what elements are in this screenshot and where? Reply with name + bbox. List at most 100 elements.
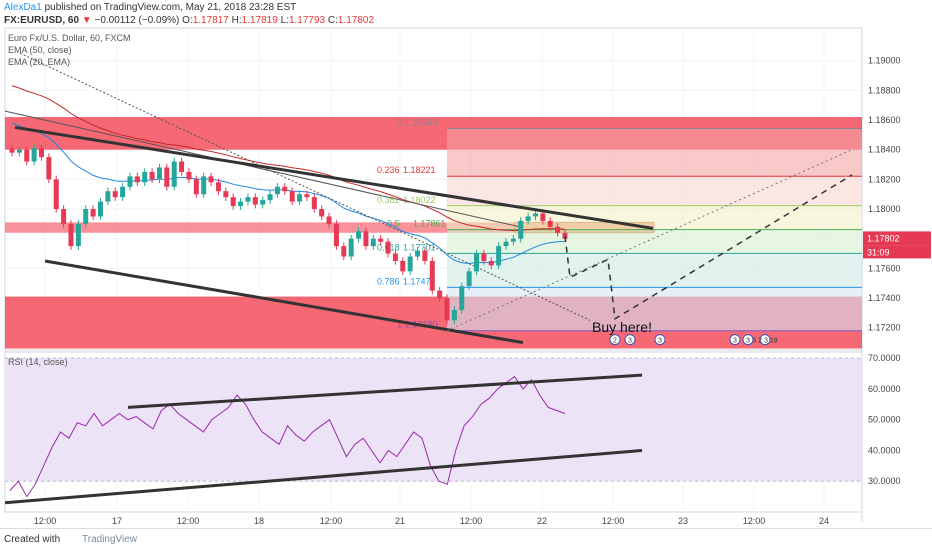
price-tick-label: 1.18200 <box>868 174 901 184</box>
price-tick-label: 1.18600 <box>868 115 901 125</box>
time-tick-label: 12:00 <box>602 516 625 526</box>
legend-title: Euro Fx/U.S. Dollar, 60, FXCM <box>8 33 131 43</box>
current-price-tag <box>863 231 931 246</box>
tradingview-logo[interactable]: TradingView <box>82 534 138 545</box>
price-tick-label: 1.17600 <box>868 263 901 273</box>
candle-body <box>415 250 421 257</box>
rsi-band <box>5 358 862 482</box>
candle-body <box>333 223 339 247</box>
upper-channel-line <box>14 125 654 230</box>
event-marker <box>742 334 754 346</box>
chart-header: AlexDa1 published on TradingView.com, Ma… <box>0 0 932 28</box>
footer: Created with TradingView <box>0 528 932 550</box>
time-tick-label: 12:00 <box>177 516 200 526</box>
candle-body <box>363 231 369 247</box>
candle-body <box>392 253 398 261</box>
candle-body <box>348 238 354 257</box>
candle-body <box>555 226 561 233</box>
price-tick-label: 1.18000 <box>868 204 901 214</box>
candle-body <box>83 209 89 224</box>
candle-body <box>274 186 280 195</box>
legend-ema50: EMA (50, close) <box>8 45 72 55</box>
candle-body <box>474 253 480 272</box>
candle-body <box>142 171 148 183</box>
open-value: 1.17817 <box>192 15 229 26</box>
event-marker-label: 3 <box>658 338 662 345</box>
fib-band <box>447 229 862 254</box>
mid-zone <box>5 222 655 233</box>
time-tick-label: 12:00 <box>34 516 57 526</box>
candle-body <box>75 223 81 247</box>
fib-level-number: 0.786 <box>377 276 400 286</box>
fib-level-price: 1.17472 <box>403 276 436 286</box>
rsi-line <box>9 375 566 498</box>
candle-body <box>171 161 177 187</box>
fib-diagonal <box>446 149 853 332</box>
price-tick-label: 1.19000 <box>868 56 901 66</box>
buy-here-annotation: Buy here! <box>592 319 652 335</box>
candle-body <box>260 200 266 205</box>
candle-body <box>31 148 37 162</box>
fib-level-number: 0.382 <box>377 195 400 205</box>
candle-body <box>488 260 494 266</box>
change-value: −0.00112 (−0.09%) <box>94 15 180 26</box>
price-tick-label: 1.17200 <box>868 323 901 333</box>
symbol-label: FX:EURUSD, 60 <box>4 15 80 26</box>
candle-body <box>164 167 170 187</box>
candle-body <box>503 241 509 247</box>
candle-body <box>68 223 74 247</box>
time-tick-label: 24 <box>819 516 829 526</box>
candle-body <box>24 149 30 162</box>
legend-ema20: EMA (20, EMA) <box>8 57 71 67</box>
candle-body <box>437 290 443 299</box>
fib-level-number: 0 <box>397 117 402 127</box>
candle-body <box>267 194 273 201</box>
candle-body <box>97 201 103 217</box>
fib-band <box>447 128 862 177</box>
candle-body <box>208 176 214 183</box>
rsi-lower-trendline <box>4 448 643 505</box>
candle-body <box>385 241 391 254</box>
legend-rsi: RSI (14, close) <box>8 357 68 367</box>
candle-body <box>533 213 539 217</box>
candle-body <box>252 197 258 205</box>
time-tick-label: 12:00 <box>460 516 483 526</box>
event-marker <box>654 334 666 346</box>
candle-body <box>356 231 362 239</box>
candle-body <box>289 191 295 202</box>
price-tick-label: 1.17400 <box>868 293 901 303</box>
candle-body <box>326 216 332 224</box>
projection-path <box>564 174 853 321</box>
time-tick-label: 21 <box>395 516 405 526</box>
ohlc-line: FX:EURUSD, 60 ▼ −0.00112 (−0.09%) O:1.17… <box>4 15 374 26</box>
candle-body <box>510 238 516 242</box>
candle-body <box>90 209 96 217</box>
candle-body <box>215 182 221 192</box>
ema20-line <box>11 122 566 265</box>
close-value: 1.17802 <box>337 15 375 26</box>
candle-body <box>422 250 428 261</box>
candle-body <box>466 271 472 287</box>
candle-body <box>179 161 185 172</box>
low-value: 1.17793 <box>288 15 326 26</box>
fib-level-number: 0.236 <box>377 165 400 175</box>
event-marker-label: 3 <box>746 338 750 345</box>
fib-level-price: 1.18221 <box>403 165 436 175</box>
author-link[interactable]: AlexDa1 <box>4 2 42 13</box>
time-tick-label: 12:00 <box>743 516 766 526</box>
candle-body <box>451 309 457 321</box>
close-label: C: <box>327 15 338 26</box>
event-marker <box>729 334 741 346</box>
fib-band <box>447 253 862 288</box>
fib-level-price: 1.18543 <box>405 117 438 127</box>
event-marker-label: 2 <box>613 338 617 345</box>
high-label: H: <box>231 15 242 26</box>
candle-body <box>370 238 376 247</box>
candle-body <box>156 167 162 180</box>
candle-body <box>38 148 44 158</box>
candle-body <box>9 148 15 153</box>
candle-timer: 31:09 <box>867 247 890 257</box>
dotted-trendline <box>19 52 591 321</box>
